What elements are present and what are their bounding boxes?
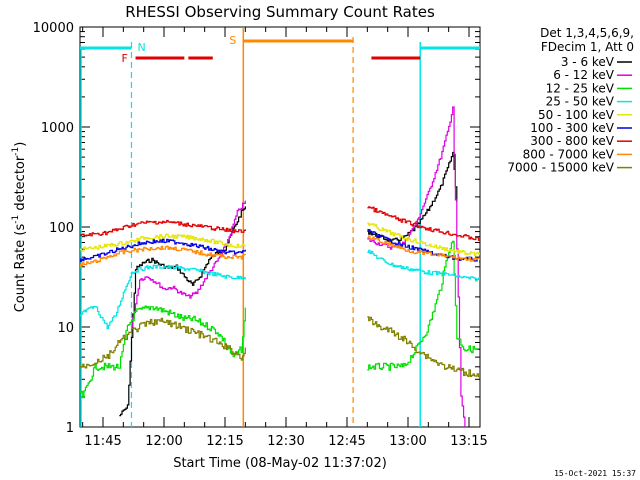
series-line-segment-2 [367,235,480,262]
y-axis-label-mid: detector [13,155,28,215]
y-axis-label-sup1: -1 [11,215,21,224]
saa-label: S [229,34,236,47]
y-tick-label: 100 [49,221,74,236]
series-line-segment-1 [80,305,246,399]
flare-label: F [122,52,128,65]
series-0 [119,151,458,417]
y-axis-label-main: Count Rate (s [13,224,28,313]
series-line-segment-2 [367,249,480,282]
night-label: N [137,41,145,54]
legend: Det 1,3,4,5,6,9, FDecim 1, Att 0 3 - 6 k… [507,26,634,175]
legend-entry-label: 50 - 100 keV [538,108,615,122]
series-line-segment-1 [80,317,246,369]
y-axis-label: Count Rate (s-1 detector-1) [11,142,28,313]
series-2 [80,240,478,399]
y-axis-label-end: ) [13,142,28,147]
x-tick-label: 12:30 [267,434,304,449]
series-line-segment-1 [80,238,246,262]
chart-title: RHESSI Observing Summary Count Rates [125,3,435,21]
series-line-segment-2 [367,316,480,378]
y-tick-label: 10 [57,321,74,336]
legend-entry-label: 12 - 25 keV [546,81,615,95]
x-tick-label: 12:15 [206,434,243,449]
x-tick-label: 13:00 [389,434,426,449]
legend-entry-label: 6 - 12 keV [553,68,615,82]
x-tick-label: 12:00 [145,434,182,449]
series-line-segment-2 [367,222,480,257]
series-line-segment-1 [80,264,246,330]
plot-content [80,27,480,427]
series-line-segment-1 [80,233,246,252]
legend-entry-label: 3 - 6 keV [561,55,615,69]
x-tick-label: 13:15 [450,434,487,449]
y-tick-label: 1000 [41,121,74,136]
series-7 [80,235,480,268]
legend-header-line-1: Det 1,3,4,5,6,9, [540,26,634,40]
x-tick-label: 11:45 [84,434,121,449]
series-line-segment-2 [367,106,466,427]
legend-entry-label: 25 - 50 keV [546,95,615,109]
series-3 [80,249,480,330]
plot-area: 1 10 100 1000 10000 11:45 12:00 12:15 12:30 12:45… [33,21,488,449]
x-axis-label: Start Time (08-May-02 11:37:02) [173,456,387,471]
y-tick-label: 10000 [33,21,74,36]
legend-entry-label: 300 - 800 keV [530,134,614,148]
y-tick-label: 1 [66,421,74,436]
series-line-segment-2 [367,206,480,241]
series-6 [80,206,480,241]
x-tick-label: 12:45 [328,434,365,449]
legend-entry-label: 7000 - 15000 keV [507,161,614,175]
series-4 [80,222,480,257]
legend-header-line-2: FDecim 1, Att 0 [541,40,634,54]
series-line-segment-1 [80,219,246,237]
series-line-segment-1 [80,245,246,268]
legend-entry-label: 100 - 300 keV [530,121,614,135]
generation-timestamp: 15-Oct-2021 15:37 [554,469,636,478]
series-line-segment-2 [367,240,478,371]
series-8 [80,316,480,378]
y-axis-label-sup2: -1 [11,147,21,156]
legend-entry-label: 800 - 7000 keV [523,147,615,161]
